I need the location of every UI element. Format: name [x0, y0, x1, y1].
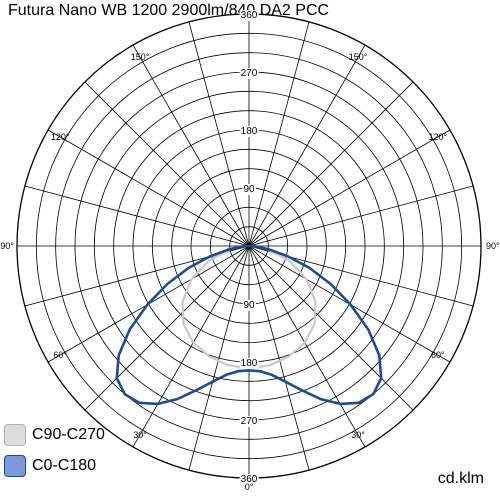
legend-label-c90-c270: C90-C270	[32, 426, 105, 443]
angle-label: 30°	[133, 430, 147, 440]
grid-spoke	[84, 81, 250, 247]
radial-tick-label: 270	[241, 68, 258, 79]
grid-spoke	[188, 245, 250, 471]
grid-spoke	[248, 129, 451, 247]
angle-label: 150°	[131, 52, 150, 62]
angle-label: 120°	[428, 132, 447, 142]
labels-layer: 90 90 180 180 270 270 360 360 150° 150° 120° 120° 90…	[0, 10, 500, 492]
grid-spoke	[248, 185, 474, 247]
series-curve-c0-c180	[115, 244, 383, 406]
radial-tick-label: 180	[241, 358, 258, 369]
angle-label: 150°	[349, 52, 368, 62]
grid-spoke	[248, 44, 366, 247]
grid-spoke	[47, 129, 250, 247]
grid-spoke	[248, 245, 414, 411]
radial-tick-label: 180	[241, 126, 258, 137]
radial-tick-bg	[239, 474, 259, 485]
angle-label: 60°	[431, 350, 445, 360]
radial-tick-bg	[242, 184, 256, 195]
angle-label: 120°	[51, 132, 70, 142]
grid-spoke	[188, 21, 250, 247]
grid-spoke	[24, 185, 250, 247]
grid-spoke	[132, 44, 250, 247]
legend-label-c0-c180: C0-C180	[32, 457, 97, 474]
legend-item-c0-c180: C0-C180	[4, 453, 96, 479]
radial-tick-bg	[239, 68, 259, 79]
radial-tick-bg	[239, 126, 259, 137]
unit-label: cd.klm	[437, 470, 484, 487]
angle-label: 90°	[0, 241, 14, 251]
angle-label: 30°	[351, 430, 365, 440]
angle-label: 0°	[245, 482, 254, 492]
grid-spoke	[248, 21, 310, 247]
grid-spoke	[248, 245, 310, 471]
radial-tick-label: 360	[241, 474, 258, 485]
grid-spoke	[84, 245, 250, 411]
legend-swatch-c0-c180	[4, 455, 26, 477]
radial-tick-label: 90	[243, 184, 255, 195]
radial-tick-bg	[242, 300, 256, 311]
legend-swatch-c90-c270	[4, 424, 26, 446]
radial-tick-bg	[239, 358, 259, 369]
grid-spoke	[248, 81, 414, 247]
legend-item-c90-c270: C90-C270	[4, 422, 105, 448]
radial-tick-label: 90	[243, 300, 255, 311]
series-layer	[115, 244, 383, 406]
angle-label: 60°	[53, 350, 67, 360]
radial-tick-label: 270	[241, 416, 258, 427]
radial-tick-bg	[239, 10, 259, 21]
radial-tick-label: 360	[241, 10, 258, 21]
grid-spoke	[132, 245, 250, 448]
grid-spoke	[248, 245, 366, 448]
angle-label: 90°	[486, 241, 500, 251]
radial-tick-bg	[239, 416, 259, 427]
